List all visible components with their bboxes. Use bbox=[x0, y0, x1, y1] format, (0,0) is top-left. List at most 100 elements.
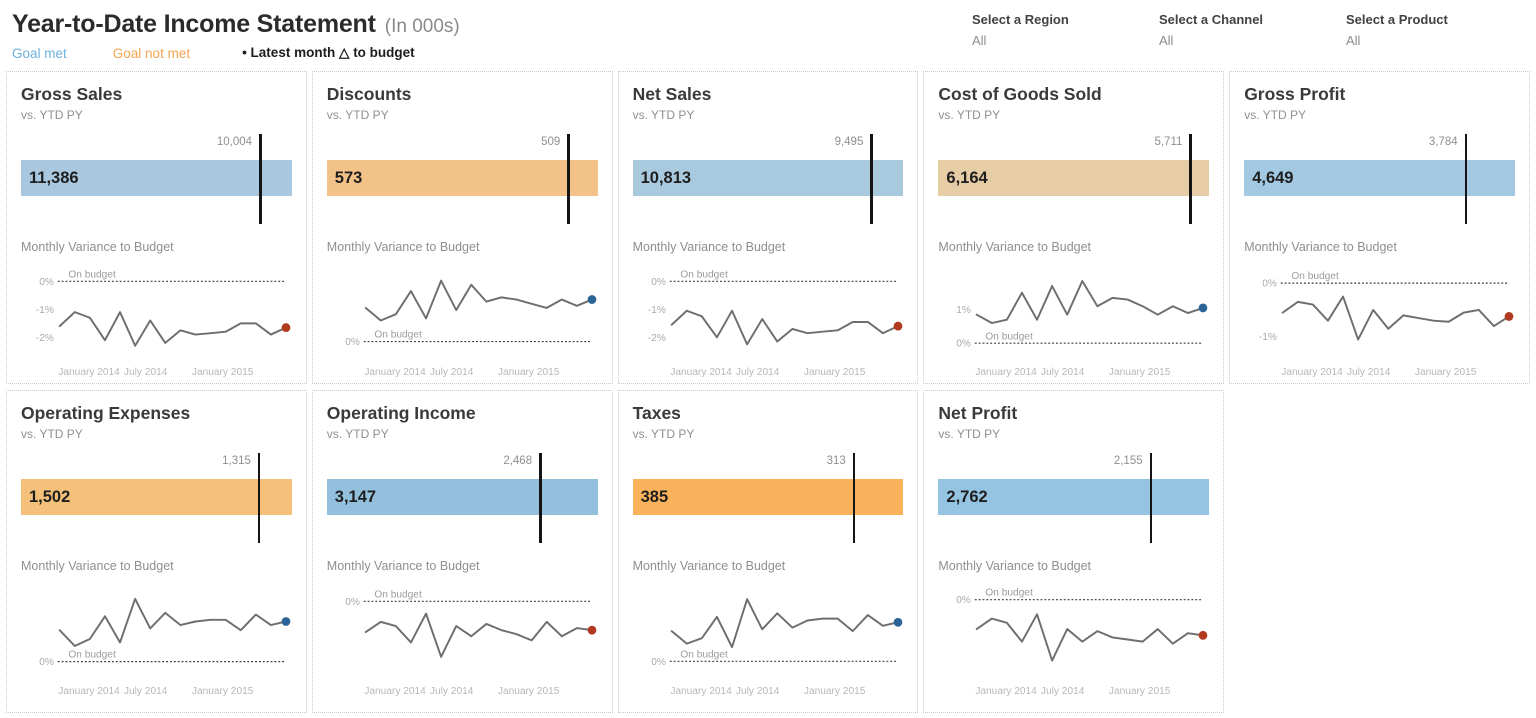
variance-line bbox=[364, 612, 593, 658]
card-title: Operating Expenses bbox=[21, 403, 191, 423]
card-title: Gross Profit bbox=[1244, 84, 1346, 104]
budget-reference-line bbox=[257, 453, 261, 543]
ytd-value-label: 11,386 bbox=[29, 168, 79, 187]
y-axis-tick-label: 1% bbox=[957, 305, 972, 316]
bullet-chart[interactable]: 1,315 1,502 bbox=[21, 453, 292, 543]
kpi-card-cost-of-goods-sold: Cost of Goods Sold vs. YTD PY 5,711 6,164 Mo… bbox=[923, 71, 1225, 384]
ytd-value-bar[interactable]: 3,147 bbox=[326, 479, 598, 515]
card-subtitle: vs. YTD PY bbox=[21, 427, 83, 441]
kpi-card-net-profit: Net Profit vs. YTD PY 2,155 2,762 Monthly Va… bbox=[923, 390, 1225, 713]
bullet-chart[interactable]: 2,468 3,147 bbox=[326, 453, 598, 543]
variance-line bbox=[976, 280, 1205, 325]
variance-sparkline[interactable]: 0% -1% -2% On budget January 2014 July 2014 Ja… bbox=[21, 260, 292, 380]
ytd-value-label: 10,813 bbox=[640, 168, 692, 187]
variance-sparkline[interactable]: 1% 0% On budget January 2014 July 2014 Januar… bbox=[938, 260, 1209, 380]
filter-selected-value[interactable]: All bbox=[972, 33, 987, 48]
ytd-value-bar[interactable]: 10,813 bbox=[632, 160, 904, 196]
filter-dropdown-select-a-channel[interactable]: Select a Channel All bbox=[1159, 12, 1346, 48]
filter-selected-value[interactable]: All bbox=[1346, 33, 1361, 48]
card-subtitle: vs. YTD PY bbox=[938, 427, 1001, 441]
budget-reference-line bbox=[870, 134, 873, 224]
latest-month-dot bbox=[281, 617, 291, 626]
budget-reference-label: 10,004 bbox=[216, 136, 253, 148]
bullet-chart[interactable]: 509 573 bbox=[326, 134, 598, 224]
card-subtitle: vs. YTD PY bbox=[938, 108, 1001, 122]
bullet-chart[interactable]: 3,784 4,649 bbox=[1244, 134, 1515, 224]
variance-line bbox=[58, 311, 287, 347]
filter-label: Select a Product bbox=[1346, 12, 1448, 27]
budget-reference-label: 2,468 bbox=[503, 455, 533, 467]
x-axis-tick-label: January 2014 bbox=[670, 686, 732, 697]
bullet-chart[interactable]: 2,155 2,762 bbox=[938, 453, 1210, 543]
color-legend: Goal met Goal not met • Latest month △ t… bbox=[12, 45, 1536, 61]
on-budget-label: On budget bbox=[374, 330, 422, 341]
latest-month-dot bbox=[587, 295, 597, 304]
ytd-value-bar[interactable]: 573 bbox=[326, 160, 598, 196]
bullet-chart[interactable]: 313 385 bbox=[632, 453, 904, 543]
card-title: Net Sales bbox=[632, 84, 712, 104]
ytd-value-bar[interactable]: 1,502 bbox=[21, 479, 292, 515]
ytd-value-bar[interactable]: 4,649 bbox=[1244, 160, 1515, 196]
ytd-value-bar[interactable]: 6,164 bbox=[938, 160, 1210, 196]
budget-reference-line bbox=[1149, 453, 1153, 543]
ytd-value-bar[interactable]: 385 bbox=[632, 479, 904, 515]
kpi-card-taxes: Taxes vs. YTD PY 313 385 Monthly Variance to… bbox=[617, 390, 919, 713]
x-axis-tick-label: January 2014 bbox=[976, 686, 1038, 697]
budget-reference-label: 2,155 bbox=[1113, 455, 1143, 467]
variance-sparkline[interactable]: 0% -1% -2% On budget January 2014 July 2014 Ja… bbox=[633, 260, 904, 380]
on-budget-label: On budget bbox=[986, 331, 1034, 342]
filter-dropdown-select-a-region[interactable]: Select a Region All bbox=[972, 12, 1159, 48]
bullet-chart[interactable]: 9,495 10,813 bbox=[632, 134, 904, 224]
y-axis-tick-label: -1% bbox=[1259, 332, 1277, 343]
x-axis-tick-label: July 2014 bbox=[430, 367, 474, 378]
bullet-chart[interactable]: 5,711 6,164 bbox=[938, 134, 1210, 224]
budget-reference-line bbox=[259, 134, 262, 224]
page-title-units: (In 000s) bbox=[384, 16, 460, 37]
latest-month-dot bbox=[281, 323, 291, 332]
y-axis-tick-label: -2% bbox=[647, 333, 665, 344]
x-axis-tick-label: January 2014 bbox=[364, 686, 426, 697]
sparkline-title: Monthly Variance to Budget bbox=[21, 240, 174, 254]
y-axis-tick-label: 0% bbox=[957, 595, 972, 606]
y-axis-tick-label: 0% bbox=[39, 657, 54, 668]
ytd-value-bar[interactable]: 2,762 bbox=[938, 479, 1210, 515]
on-budget-label: On budget bbox=[680, 649, 728, 660]
legend-goal-not-met: Goal not met bbox=[112, 45, 191, 61]
on-budget-label: On budget bbox=[68, 650, 116, 661]
variance-sparkline[interactable]: 0% -1% On budget January 2014 July 2014 Janua… bbox=[1244, 260, 1515, 380]
x-axis-tick-label: January 2015 bbox=[192, 367, 254, 378]
x-axis-tick-label: January 2014 bbox=[1282, 367, 1344, 378]
on-budget-label: On budget bbox=[374, 589, 422, 600]
ytd-value-label: 4,649 bbox=[1252, 168, 1294, 187]
budget-reference-line bbox=[567, 134, 570, 224]
sparkline-title: Monthly Variance to Budget bbox=[632, 240, 786, 254]
sparkline-title: Monthly Variance to Budget bbox=[326, 240, 480, 254]
budget-reference-line bbox=[1189, 134, 1192, 224]
variance-line bbox=[58, 597, 287, 647]
kpi-card-discounts: Discounts vs. YTD PY 509 573 Monthly Varianc… bbox=[311, 71, 613, 384]
budget-reference-label: 3,784 bbox=[1428, 136, 1458, 148]
variance-line bbox=[1281, 295, 1511, 341]
y-axis-tick-label: 0% bbox=[39, 277, 54, 288]
filter-dropdown-select-a-product[interactable]: Select a Product All bbox=[1346, 12, 1533, 48]
y-axis-tick-label: 0% bbox=[345, 597, 360, 608]
kpi-card-gross-profit: Gross Profit vs. YTD PY 3,784 4,649 Monthly … bbox=[1229, 71, 1530, 384]
budget-reference-line bbox=[539, 453, 542, 543]
ytd-value-bar[interactable]: 11,386 bbox=[21, 160, 292, 196]
dashboard-header: Year-to-Date Income Statement (In 000s) … bbox=[0, 0, 1536, 71]
y-axis-tick-label: -1% bbox=[647, 305, 665, 316]
filter-selected-value[interactable]: All bbox=[1159, 33, 1174, 48]
filter-label: Select a Channel bbox=[1159, 12, 1264, 27]
x-axis-tick-label: January 2015 bbox=[498, 686, 560, 697]
kpi-card-gross-sales: Gross Sales vs. YTD PY 10,004 11,386 Monthly… bbox=[6, 71, 307, 384]
budget-reference-label: 9,495 bbox=[834, 136, 864, 148]
budget-reference-label: 313 bbox=[826, 455, 846, 467]
bullet-chart[interactable]: 10,004 11,386 bbox=[21, 134, 292, 224]
latest-month-dot bbox=[1199, 630, 1208, 640]
card-title: Gross Sales bbox=[21, 84, 123, 104]
